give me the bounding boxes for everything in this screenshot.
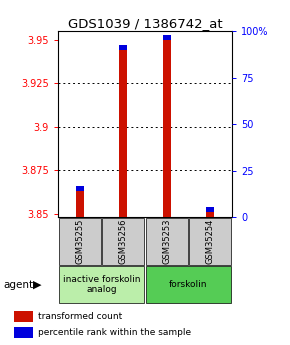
Bar	[163, 40, 171, 217]
Bar	[206, 207, 214, 212]
Bar	[76, 191, 84, 217]
FancyBboxPatch shape	[59, 218, 101, 265]
Bar	[119, 45, 127, 50]
Bar	[14, 310, 33, 322]
Text: GSM35253: GSM35253	[162, 219, 171, 264]
Bar	[76, 186, 84, 191]
FancyBboxPatch shape	[146, 266, 231, 303]
Bar	[14, 327, 33, 338]
Text: percentile rank within the sample: percentile rank within the sample	[38, 328, 191, 337]
Bar	[119, 50, 127, 217]
Text: transformed count: transformed count	[38, 312, 123, 321]
FancyBboxPatch shape	[102, 218, 144, 265]
FancyBboxPatch shape	[189, 218, 231, 265]
FancyBboxPatch shape	[59, 266, 144, 303]
FancyBboxPatch shape	[146, 218, 188, 265]
Text: inactive forskolin
analog: inactive forskolin analog	[63, 275, 140, 294]
Text: GSM35255: GSM35255	[75, 219, 84, 264]
Text: agent: agent	[3, 280, 33, 289]
Text: forskolin: forskolin	[169, 280, 208, 289]
Bar	[206, 212, 214, 217]
Text: GSM35256: GSM35256	[119, 219, 128, 264]
Title: GDS1039 / 1386742_at: GDS1039 / 1386742_at	[68, 17, 222, 30]
Bar	[163, 34, 171, 40]
Text: ▶: ▶	[33, 280, 42, 289]
Text: GSM35254: GSM35254	[206, 219, 215, 264]
